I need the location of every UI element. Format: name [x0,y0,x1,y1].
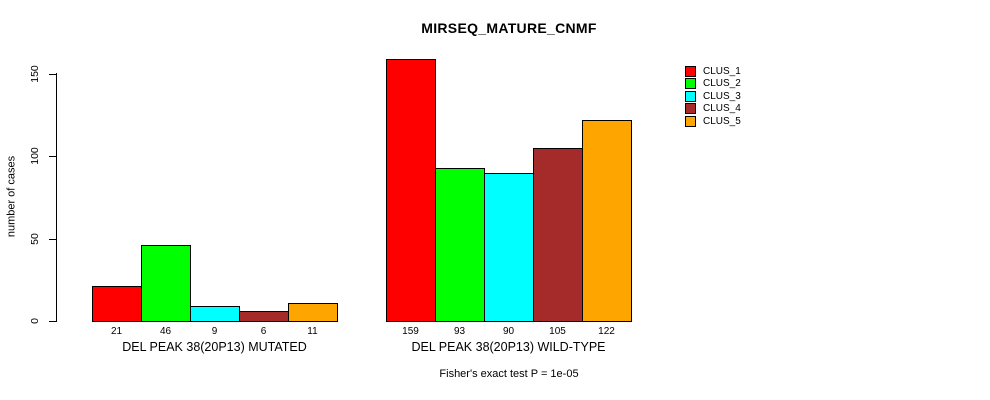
legend: CLUS_1 CLUS_2 CLUS_3 CLUS_4 CLUS_5 [685,65,741,128]
legend-swatch-clus-1 [685,65,696,77]
bar-clus-2-del-peak-38-20p13-mutated [141,245,191,322]
legend-label: CLUS_2 [703,78,741,90]
bar-clus-1-del-peak-38-20p13-wild-type [386,59,436,322]
bar-value-label: 93 [453,326,466,337]
legend-item-clus-2: CLUS_2 [685,78,741,91]
chart-title: MIRSEQ_MATURE_CNMF [421,20,597,36]
y-axis-tick [49,321,56,322]
legend-label: CLUS_1 [703,65,741,77]
legend-swatch-clus-4 [685,103,696,115]
category-label-del-peak-38-20p13-mutated: DEL PEAK 38(20P13) MUTATED [122,340,307,354]
bar-clus-5-del-peak-38-20p13-mutated [288,303,338,322]
y-axis-label: number of cases [5,155,18,238]
fisher-test-annotation: Fisher's exact test P = 1e-05 [439,368,579,380]
bar-value-label: 46 [159,326,172,337]
y-axis-tick [49,74,56,75]
bar-clus-4-del-peak-38-20p13-mutated [239,311,289,322]
bar-value-label: 159 [402,326,419,337]
legend-swatch-clus-2 [685,78,696,90]
bar-value-label: 21 [110,326,123,337]
bar-value-label: 90 [502,326,515,337]
bar-value-label: 122 [598,326,615,337]
bar-clus-4-del-peak-38-20p13-wild-type [533,148,583,322]
y-axis-tick-label: 150 [29,65,41,83]
y-axis-tick-label: 50 [29,233,41,245]
legend-swatch-clus-3 [685,90,696,102]
legend-label: CLUS_3 [703,90,741,102]
category-label-del-peak-38-20p13-wild-type: DEL PEAK 38(20P13) WILD-TYPE [411,340,606,354]
legend-label: CLUS_5 [703,115,741,127]
bar-value-label: 11 [307,326,318,337]
bar-value-label: 105 [549,326,566,337]
y-axis-line [56,73,57,322]
bar-clus-5-del-peak-38-20p13-wild-type [582,120,632,322]
bar-clus-3-del-peak-38-20p13-mutated [190,306,240,322]
legend-swatch-clus-5 [685,115,696,127]
bar-value-label: 6 [260,326,267,337]
y-axis-tick [49,156,56,157]
legend-item-clus-4: CLUS_4 [685,103,741,116]
bar-value-label: 9 [211,326,218,337]
legend-item-clus-1: CLUS_1 [685,65,741,78]
bar-clus-3-del-peak-38-20p13-wild-type [484,173,534,322]
legend-item-clus-3: CLUS_3 [685,90,741,103]
bar-clus-1-del-peak-38-20p13-mutated [92,286,142,322]
y-axis-tick [49,239,56,240]
legend-item-clus-5: CLUS_5 [685,115,741,128]
bar-clus-2-del-peak-38-20p13-wild-type [435,168,485,322]
legend-label: CLUS_4 [703,103,741,115]
y-axis-tick-label: 100 [29,147,41,165]
y-axis-tick-label: 0 [29,318,41,324]
